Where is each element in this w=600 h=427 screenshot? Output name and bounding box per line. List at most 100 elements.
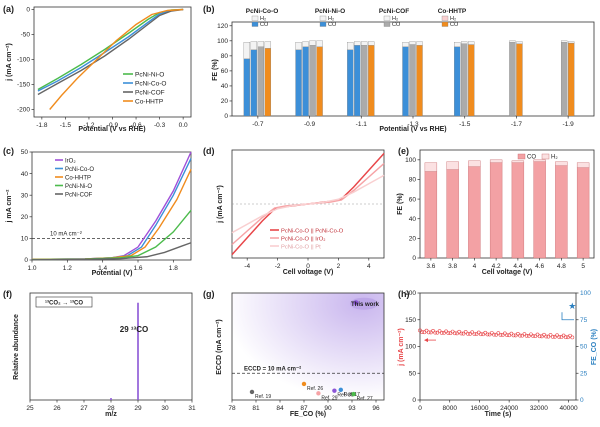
x-tick-label: 26 — [53, 405, 61, 412]
plot-frame — [29, 292, 193, 401]
y-tick-label: 10 — [21, 236, 29, 243]
panel-label: (c) — [3, 146, 14, 156]
x-tick-label: 0 — [418, 405, 422, 412]
data-point — [351, 391, 356, 397]
data-point — [485, 332, 490, 337]
panel-d: -4 -2 0 2 4 Cell voltage (V) j (mA cm⁻²) PcNi-C… — [203, 146, 385, 276]
legend-label: PcNi-COF — [135, 89, 165, 96]
x-tick-label: 4 — [367, 263, 371, 270]
bar-co — [409, 44, 416, 117]
bar-h2 — [567, 41, 575, 44]
bar-co — [416, 45, 423, 117]
inset-label: ¹³CO₂ → ¹³CO — [45, 300, 83, 307]
x-tick-label: 87 — [300, 405, 308, 412]
y-tick-label: 100 — [405, 344, 416, 351]
point-label: Ref. 30 — [337, 393, 353, 399]
legend-swatch — [383, 21, 391, 27]
series-line-4 — [31, 242, 192, 261]
legend-label: PcNi-Co-O || Pt — [281, 244, 321, 250]
legend-swatch — [251, 15, 259, 21]
x-tick-label: -0.7 — [252, 121, 264, 128]
bar-h2 — [257, 41, 265, 47]
legend-label: Co-HHTP — [135, 98, 163, 105]
x-tick-label: -1.5 — [60, 122, 72, 129]
x-tick-label: -1.2 — [83, 122, 95, 129]
y2-tick-label: 0 — [580, 397, 584, 404]
x-tick-label: 1.6 — [133, 265, 142, 272]
y-tick-label: 40 — [21, 171, 29, 178]
bar-h2 — [576, 162, 590, 168]
legend-label: H₂ — [450, 16, 456, 22]
bar-co — [316, 46, 323, 117]
legend-label: IrO₂ — [65, 158, 76, 164]
legend-label: H₂ — [260, 16, 266, 22]
data-point — [452, 331, 457, 336]
x-tick-label: 3.8 — [448, 263, 457, 270]
x-tick-label: 4.6 — [535, 263, 544, 270]
bar-h2 — [516, 41, 523, 44]
x-tick-label: -0.9 — [304, 121, 316, 128]
data-point — [563, 335, 568, 340]
legend-swatch — [383, 15, 391, 21]
y-tick-label: 20 — [221, 98, 229, 105]
bar-co — [567, 42, 575, 117]
y-tick-label: 40 — [409, 216, 417, 223]
group-label: Co-HHTP — [438, 8, 467, 15]
bar-co — [555, 165, 568, 259]
data-point — [426, 330, 431, 335]
group-label: PcNi-Co-O — [246, 8, 279, 15]
bar-co — [516, 43, 523, 117]
panel-e: 0 20 40 60 80 100 3.6 3.8 4 4.2 4.4 4.6 4.8 5 Cell vol… — [397, 146, 595, 276]
legend-label: PcNi-COF — [65, 192, 93, 198]
bar-co — [354, 45, 361, 117]
bar-h2 — [560, 40, 568, 43]
legend-label: PcNi-Co-O — [65, 167, 94, 173]
data-point — [557, 335, 562, 339]
bar-co — [295, 49, 302, 117]
x-tick-label: -1.9 — [563, 121, 575, 128]
bar-h2 — [354, 41, 361, 46]
x-axis-title: m/z — [105, 411, 117, 418]
data-point — [518, 333, 522, 338]
panel-f: 25 26 27 28 29 30 31 m/z Relative abundance ¹³CO₂… — [3, 289, 196, 418]
bar-co — [509, 42, 516, 117]
x-tick-label: 30 — [161, 405, 169, 412]
legend-swatch — [441, 21, 449, 27]
x-tick-label: 96 — [372, 405, 380, 412]
panel-b: 0 20 40 60 80 100 120 -0.7 -0.9 -1.1 -1.3 -1.5 -1.7 -… — [203, 4, 595, 133]
y-tick-label: 200 — [405, 290, 416, 297]
bar-co — [257, 46, 265, 117]
y-tick-label: 80 — [409, 177, 417, 184]
axis-arrow — [561, 312, 574, 321]
arrow-head — [424, 338, 428, 343]
x-tick-label: 31 — [188, 405, 196, 412]
y-tick-label: 50 — [409, 370, 417, 377]
panel-label: (e) — [398, 146, 409, 156]
x-tick-label: 1.0 — [27, 265, 36, 272]
bar-co — [347, 49, 354, 117]
x-tick-label: 90 — [324, 405, 332, 412]
data-point — [249, 389, 255, 395]
bar-co — [461, 43, 468, 117]
data-point — [433, 330, 438, 335]
y-tick-label: 150 — [405, 317, 416, 324]
bar-h2 — [243, 42, 251, 59]
y-tick-label: 0 — [412, 397, 416, 404]
point-label: This work — [351, 302, 380, 308]
y-tick-label: 100 — [217, 38, 228, 45]
data-point — [505, 333, 509, 338]
x-axis-title: Cell voltage (V) — [482, 269, 533, 276]
x-tick-label: 5 — [581, 263, 585, 270]
series-line-2 — [231, 174, 385, 234]
bar-h2 — [416, 41, 423, 46]
legend-label: PcNi-Co-O — [135, 80, 166, 87]
data-point — [511, 333, 516, 338]
x-tick-label: 29 — [134, 405, 142, 412]
legend-label: H₂ — [392, 16, 398, 22]
y-tick-label: -50 — [21, 32, 31, 39]
data-point — [550, 334, 555, 339]
panel-g: ECCD = 10 mA cm⁻² This work Ref. 19 Ref. 26… — [203, 289, 385, 418]
plot-frame — [419, 149, 595, 259]
bar-h2 — [461, 41, 468, 44]
legend-label: PcNi-Co-O || PcNi-Co-O — [281, 228, 344, 234]
